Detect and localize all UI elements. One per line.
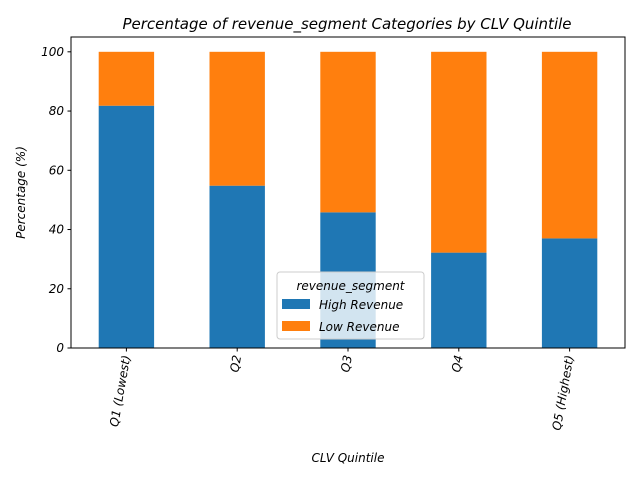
legend-swatch-high-revenue xyxy=(282,299,310,309)
legend-frame xyxy=(276,271,425,340)
x-tick-label-q3: Q3 xyxy=(338,354,355,373)
y-tick-label: 40 xyxy=(49,223,65,237)
y-axis-label: Percentage (%) xyxy=(14,146,28,239)
bar-high-revenue-q5-highest xyxy=(541,238,598,348)
legend-title: revenue_segment xyxy=(296,279,405,293)
y-tick-label: 60 xyxy=(49,163,65,177)
bar-high-revenue-q2 xyxy=(209,185,265,348)
y-tick-label: 0 xyxy=(56,341,64,355)
y-axis: 0 20 40 60 80 100 xyxy=(41,45,71,355)
bar-low-revenue-q5-highest xyxy=(541,51,598,239)
bar-high-revenue-q4 xyxy=(431,252,487,348)
x-axis-label: CLV Quintile xyxy=(312,451,385,465)
bar-low-revenue-q1-lowest xyxy=(98,51,155,106)
y-tick-label: 20 xyxy=(49,282,65,296)
bar-high-revenue-q1-lowest xyxy=(98,105,155,349)
x-axis: Q1 (Lowest) Q2 Q3 Q4 Q5 (Highest) xyxy=(107,348,577,432)
legend-label-low-revenue: Low Revenue xyxy=(319,320,399,334)
chart-title: Percentage of revenue_segment Categories… xyxy=(122,15,571,34)
legend-swatch-low-revenue xyxy=(282,321,310,331)
y-tick-label: 80 xyxy=(49,104,65,118)
bar-low-revenue-q2 xyxy=(209,51,265,186)
x-tick-label-q5-highest: Q5 (Highest) xyxy=(550,354,577,431)
legend-label-high-revenue: High Revenue xyxy=(319,298,403,312)
x-tick-label-q2: Q2 xyxy=(227,354,244,373)
plot-frame xyxy=(70,36,626,349)
x-tick-label-q1-lowest: Q1 (Lowest) xyxy=(107,354,133,428)
bar-low-revenue-q3 xyxy=(320,51,376,213)
legend: revenue_segment High Revenue Low Revenue xyxy=(276,271,425,340)
bar-low-revenue-q4 xyxy=(431,51,487,253)
x-tick-label-q4: Q4 xyxy=(449,354,466,373)
y-tick-label: 100 xyxy=(41,45,64,59)
